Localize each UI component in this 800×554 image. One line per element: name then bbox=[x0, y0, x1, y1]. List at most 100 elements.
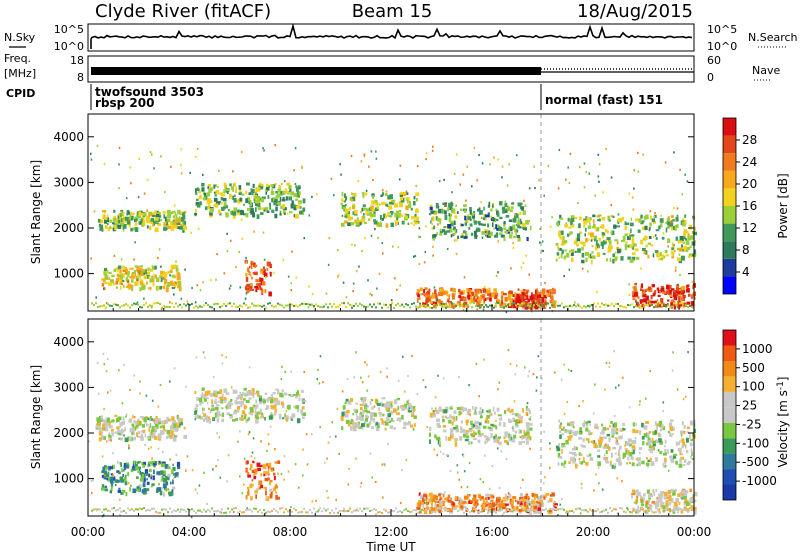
scatter-cell bbox=[679, 430, 684, 435]
scatter-cell bbox=[635, 508, 639, 514]
scatter-cell bbox=[653, 221, 657, 224]
scatter-cell bbox=[511, 510, 513, 513]
scatter-cell bbox=[467, 304, 469, 307]
scatter-cell bbox=[103, 287, 105, 290]
scatter-cell bbox=[686, 301, 691, 305]
scatter-cell bbox=[373, 219, 377, 222]
scatter-cell bbox=[360, 423, 365, 428]
scatter-cell bbox=[533, 493, 536, 498]
scatter-cell bbox=[407, 222, 410, 226]
scatter-cell bbox=[99, 421, 101, 427]
scatter-cell bbox=[147, 287, 151, 290]
scatter-cell bbox=[663, 491, 667, 497]
scatter-cell bbox=[163, 227, 167, 231]
scatter-cell bbox=[679, 235, 684, 241]
scatter-cell bbox=[93, 508, 95, 511]
scatter-cell bbox=[98, 437, 102, 442]
scatter-cell bbox=[486, 493, 491, 498]
scatter-cell bbox=[371, 294, 373, 297]
scatter-cell bbox=[681, 255, 685, 261]
scatter-cell bbox=[512, 428, 515, 432]
scatter-cell bbox=[129, 436, 134, 442]
scatter-cell bbox=[315, 303, 317, 306]
scatter-cell bbox=[235, 305, 237, 308]
scatter-cell bbox=[416, 502, 419, 507]
scatter-cell bbox=[206, 417, 210, 423]
scatter-cell bbox=[330, 177, 333, 180]
scatter-cell bbox=[545, 293, 550, 297]
scatter-cell bbox=[127, 280, 129, 283]
scatter-cell bbox=[101, 484, 105, 489]
scatter-cell bbox=[164, 279, 168, 284]
scatter-cell bbox=[371, 476, 373, 479]
scatter-cell bbox=[585, 238, 588, 243]
scatter-cell bbox=[615, 458, 618, 462]
scatter-cell bbox=[429, 306, 431, 309]
scatter-cell bbox=[583, 218, 587, 222]
scatter-cell bbox=[189, 303, 191, 306]
scatter-cell bbox=[491, 292, 495, 298]
scatter-cell bbox=[153, 419, 155, 422]
scatter-cell bbox=[605, 362, 608, 365]
scatter-cell bbox=[423, 289, 426, 294]
scatter-cell bbox=[171, 211, 174, 215]
scatter-cell bbox=[361, 510, 363, 512]
scatter-cell bbox=[153, 462, 157, 466]
scatter-cell bbox=[350, 421, 353, 425]
scatter-cell bbox=[663, 464, 667, 469]
scatter-cell bbox=[631, 239, 635, 244]
scatter-cell bbox=[149, 225, 152, 231]
scatter-cell bbox=[579, 512, 582, 515]
scatter-cell bbox=[370, 234, 373, 237]
scatter-cell bbox=[213, 197, 218, 202]
scatter-cell bbox=[253, 476, 257, 480]
scatter-cell bbox=[459, 291, 464, 295]
scatter-cell bbox=[568, 226, 572, 229]
scatter-cell bbox=[681, 248, 686, 252]
scatter-cell bbox=[566, 400, 569, 403]
scatter-cell bbox=[228, 401, 231, 406]
scatter-cell bbox=[256, 462, 261, 467]
scatter-cell bbox=[103, 436, 107, 440]
scatter-cell bbox=[681, 285, 686, 291]
scatter-cell bbox=[209, 211, 213, 216]
scatter-cell bbox=[568, 451, 573, 454]
scatter-cell bbox=[146, 268, 148, 271]
scatter-cell bbox=[137, 435, 141, 438]
scatter-cell bbox=[233, 197, 237, 203]
scatter-cell bbox=[256, 404, 259, 408]
scatter-cell bbox=[574, 216, 578, 219]
scatter-cell bbox=[263, 289, 265, 293]
scatter-cell bbox=[559, 214, 562, 219]
scatter-cell bbox=[127, 507, 129, 510]
scatter-cell bbox=[519, 500, 523, 506]
scatter-cell bbox=[180, 297, 183, 300]
scatter-cell bbox=[608, 361, 611, 365]
scatter-cell bbox=[505, 215, 510, 218]
scatter-cell bbox=[375, 508, 377, 511]
scatter-cell bbox=[274, 398, 277, 403]
scatter-cell bbox=[195, 511, 197, 514]
scatter-cell bbox=[542, 294, 545, 298]
scatter-cell bbox=[202, 173, 204, 176]
scatter-cell bbox=[667, 469, 670, 472]
scatter-cell bbox=[241, 237, 244, 240]
scatter-cell bbox=[135, 275, 138, 280]
scatter-cell bbox=[239, 304, 241, 307]
scatter-cell bbox=[654, 439, 659, 444]
freq-unit: [MHz] bbox=[4, 67, 36, 80]
scatter-cell bbox=[437, 425, 439, 429]
scatter-cell bbox=[462, 453, 464, 456]
scatter-cell bbox=[668, 502, 672, 506]
scatter-cell bbox=[141, 508, 143, 511]
scatter-cell bbox=[257, 283, 260, 286]
scatter-cell bbox=[183, 220, 187, 225]
scatter-cell bbox=[244, 297, 247, 300]
scatter-cell bbox=[572, 461, 576, 464]
scatter-cell bbox=[154, 265, 157, 270]
scatter-cell bbox=[558, 233, 561, 238]
scatter-cell bbox=[683, 506, 687, 510]
scatter-cell bbox=[605, 303, 607, 306]
scatter-cell bbox=[227, 507, 229, 510]
scatter-cell bbox=[109, 226, 111, 229]
